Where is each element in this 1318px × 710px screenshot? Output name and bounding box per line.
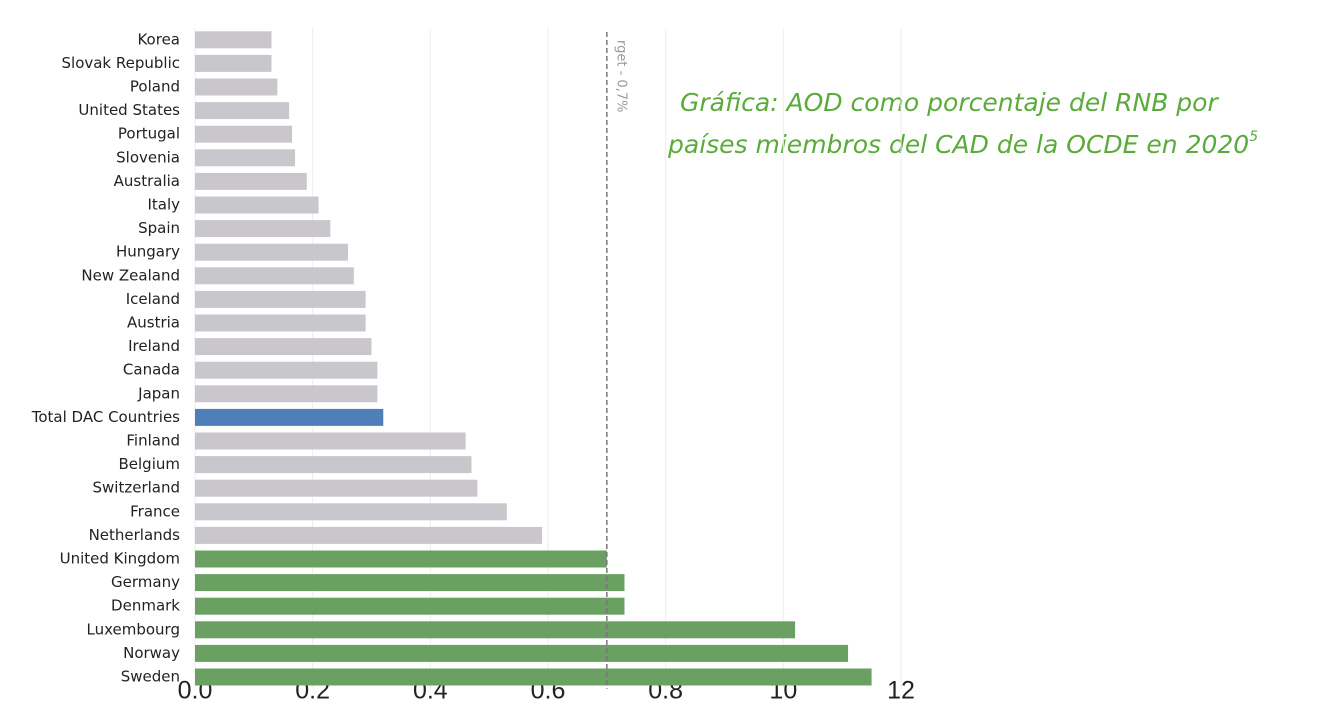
target-label: rget - 0,7% <box>613 40 628 112</box>
bar <box>195 621 796 639</box>
bar <box>195 456 472 474</box>
y-tick-label: Slovak Republic <box>62 54 181 72</box>
bar <box>195 338 372 356</box>
bar <box>195 267 354 285</box>
x-tick-label: 12 <box>887 677 915 705</box>
bar <box>195 149 296 167</box>
bar <box>195 479 478 497</box>
y-tick-label: Netherlands <box>89 526 181 544</box>
bar <box>195 503 507 521</box>
y-tick-label: Korea <box>137 30 180 48</box>
y-tick-label: Norway <box>123 644 180 662</box>
bar <box>195 361 378 379</box>
bar <box>195 385 378 403</box>
y-tick-label: Australia <box>114 172 180 190</box>
bar <box>195 668 872 686</box>
bar <box>195 597 625 615</box>
bar <box>195 644 849 662</box>
y-tick-label: United Kingdom <box>60 550 180 568</box>
y-tick-label: Finland <box>126 432 180 450</box>
bar <box>195 172 307 190</box>
y-tick-label: Sweden <box>121 668 180 686</box>
bar <box>195 31 272 49</box>
y-tick-label: Ireland <box>128 337 180 355</box>
bar <box>195 78 278 96</box>
y-tick-label: United States <box>78 101 180 119</box>
y-tick-label: Total DAC Countries <box>31 408 180 426</box>
bar <box>195 102 290 120</box>
y-tick-label: Hungary <box>116 243 180 261</box>
y-tick-label: Japan <box>137 384 180 402</box>
bar <box>195 526 543 544</box>
y-tick-label: Germany <box>111 573 180 591</box>
y-tick-label: Austria <box>127 314 180 332</box>
y-tick-label: Iceland <box>126 290 180 308</box>
bar <box>195 574 625 592</box>
bar <box>195 125 293 143</box>
y-tick-label: New Zealand <box>81 266 180 284</box>
bar <box>195 408 384 426</box>
bar <box>195 220 331 238</box>
chart-title: países miembros del CAD de la OCDE en 20… <box>667 129 1258 159</box>
bar <box>195 196 319 214</box>
title-note: 5 <box>1249 129 1258 145</box>
y-tick-label: Slovenia <box>116 148 180 166</box>
y-tick-label: Denmark <box>111 597 180 615</box>
bar <box>195 432 466 450</box>
y-tick-label: Luxembourg <box>87 620 181 638</box>
y-tick-label: Spain <box>138 219 180 237</box>
bar <box>195 54 272 72</box>
bar <box>195 314 366 332</box>
bar <box>195 243 348 261</box>
chart-title: Gráfica: AOD como porcentaje del RNB por <box>680 88 1219 117</box>
bar <box>195 290 366 308</box>
y-tick-label: Belgium <box>119 455 181 473</box>
chart-title-line: países miembros del CAD de la OCDE en 20… <box>667 130 1249 159</box>
y-tick-label: Switzerland <box>93 479 181 497</box>
bar <box>195 550 607 568</box>
y-tick-label: Italy <box>147 196 180 214</box>
y-tick-label: Portugal <box>118 125 180 143</box>
y-tick-label: France <box>130 502 180 520</box>
y-tick-label: Canada <box>123 361 180 379</box>
y-tick-label: Poland <box>130 78 180 96</box>
